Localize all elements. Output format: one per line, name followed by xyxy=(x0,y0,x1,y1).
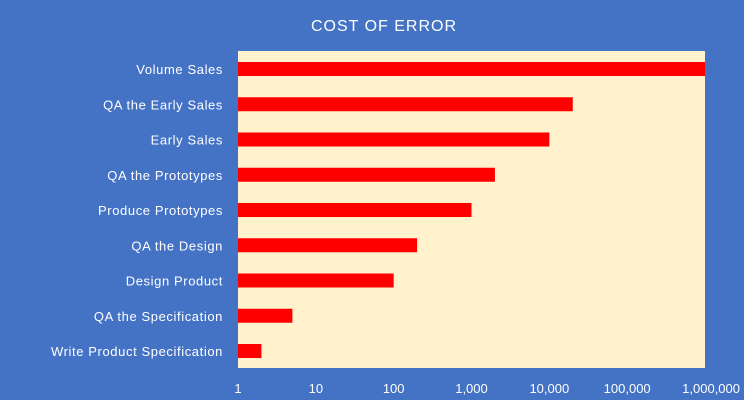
x-tick-label: 1 xyxy=(234,381,241,396)
x-tick-label: 10 xyxy=(309,381,323,396)
bar-qa-the-prototypes xyxy=(238,167,495,182)
category-label: Early Sales xyxy=(151,133,223,148)
bar-early-sales xyxy=(238,132,550,147)
category-label: QA the Early Sales xyxy=(103,97,223,112)
bars-group xyxy=(238,62,705,358)
bar-write-product-specification xyxy=(238,344,262,358)
category-label: Volume Sales xyxy=(136,62,223,77)
category-label: QA the Prototypes xyxy=(107,168,223,183)
bar-qa-the-specification xyxy=(238,308,293,323)
category-label: QA the Design xyxy=(131,238,223,253)
category-label: Write Product Specification xyxy=(51,344,223,359)
x-tick-label: 10,000 xyxy=(529,381,569,396)
bar-volume-sales xyxy=(238,62,705,76)
x-tick-label: 1,000,000 xyxy=(682,381,740,396)
bar-produce-prototypes xyxy=(238,203,472,217)
x-tick-label: 100,000 xyxy=(604,381,651,396)
x-tick-labels-group: 1 10 100 1,000 10,000 100,000 1,000,000 xyxy=(234,381,740,396)
category-label: Produce Prototypes xyxy=(98,203,223,218)
category-label: Design Product xyxy=(126,274,223,289)
x-tick-label: 100 xyxy=(383,381,405,396)
bar-qa-the-early-sales xyxy=(238,97,573,112)
bar-design-product xyxy=(238,273,394,288)
bar-qa-the-design xyxy=(238,238,418,253)
category-labels-group: Volume Sales QA the Early Sales Early Sale… xyxy=(51,62,223,359)
x-tick-label: 1,000 xyxy=(455,381,488,396)
category-label: QA the Specification xyxy=(94,309,223,324)
chart-title: COST OF ERROR xyxy=(310,18,458,35)
